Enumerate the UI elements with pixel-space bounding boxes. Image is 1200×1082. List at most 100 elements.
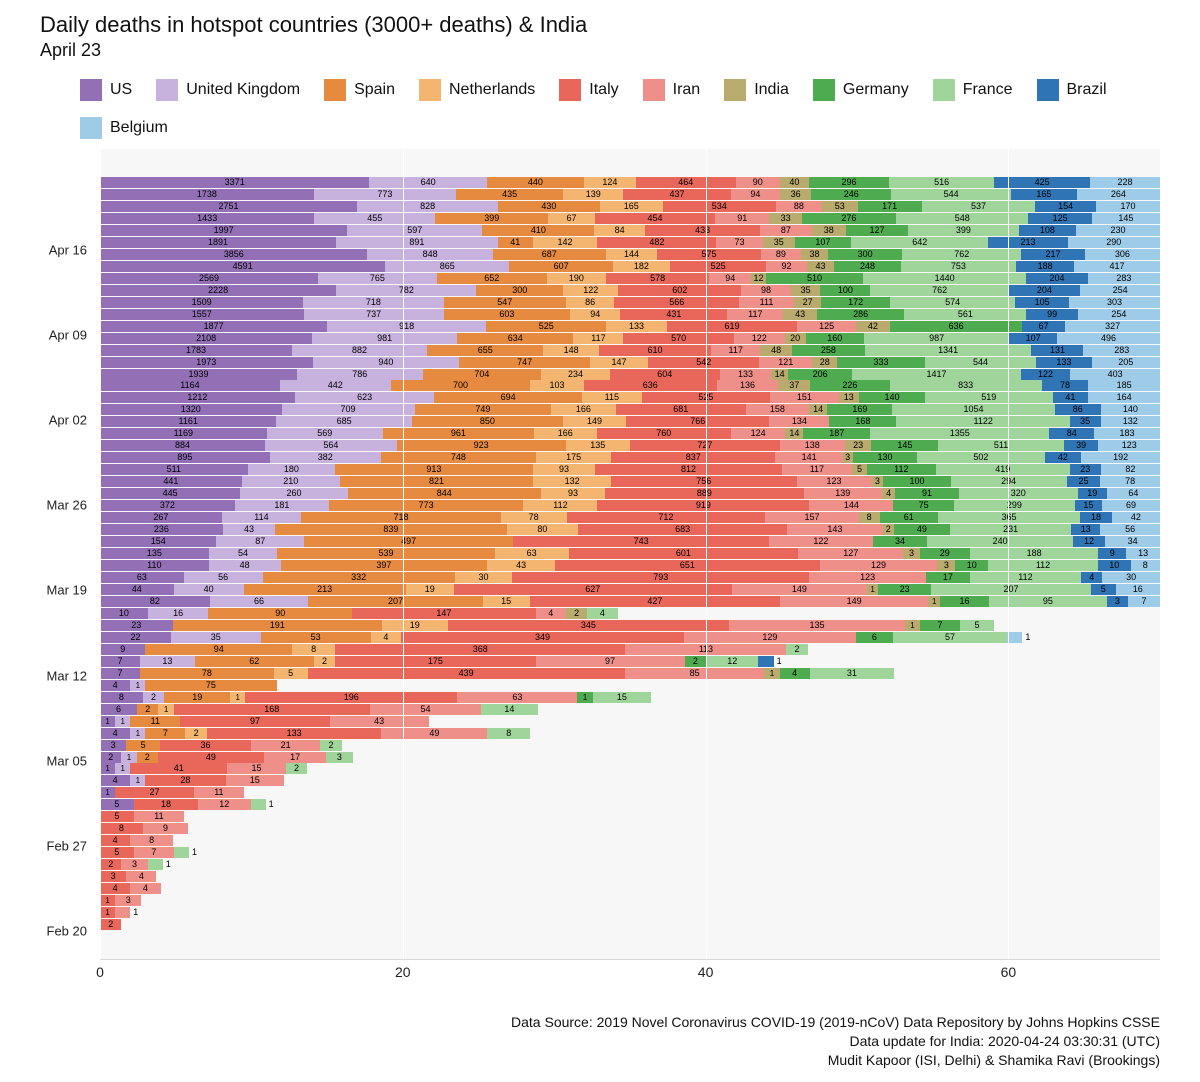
- bar-segment: 94: [145, 644, 292, 655]
- bar-segment: 919: [597, 500, 809, 511]
- bar-value-label: 165: [624, 201, 639, 212]
- bar-segment: 651: [555, 560, 820, 571]
- bar-segment: 117: [782, 464, 853, 475]
- bar-value-label: 566: [669, 297, 684, 308]
- bar-segment: 2: [100, 752, 121, 763]
- bar-segment: 435: [456, 189, 563, 200]
- bar-segment: 125: [797, 321, 856, 332]
- bar-segment: 42: [856, 321, 890, 332]
- bar-segment: 42: [1112, 512, 1160, 523]
- bar-segment: 43: [223, 524, 275, 535]
- bar-value-label: 1: [189, 847, 197, 858]
- bar-segment: 397: [281, 560, 488, 571]
- bar-segment: 7: [100, 656, 140, 667]
- bar-value-label: 8: [867, 512, 872, 523]
- x-tick-label: 20: [395, 964, 411, 980]
- chart-title: Daily deaths in hotspot countries (3000+…: [40, 12, 1160, 38]
- bar-value-label: 511: [167, 464, 181, 475]
- bar-segment: 187: [803, 428, 870, 439]
- bar-value-label: 604: [657, 369, 672, 380]
- bar-value-label: 16: [173, 608, 183, 619]
- bar-segment: 9: [100, 644, 145, 655]
- bar-value-label: 145: [1118, 213, 1133, 224]
- bar-value-label: 961: [451, 428, 466, 439]
- bar-value-label: 20: [790, 333, 800, 344]
- bar-segment: 154: [1035, 201, 1096, 212]
- bar-segment: 21: [251, 740, 320, 751]
- bar-segment: 69: [1102, 500, 1160, 511]
- footer-line1: Data Source: 2019 Novel Coronavirus COVI…: [511, 1013, 1160, 1032]
- bar-value-label: 11: [214, 787, 223, 798]
- bar-value-label: 762: [954, 249, 969, 260]
- bar-segment: 175: [536, 452, 611, 463]
- bar-segment: 165: [600, 201, 663, 212]
- bar-value-label: 90: [753, 177, 763, 188]
- bar-value-label: 92: [782, 261, 792, 272]
- bar-value-label: 940: [378, 357, 393, 368]
- bar-segment: 544: [925, 357, 1037, 368]
- bar-segment: 642: [851, 237, 988, 248]
- bar-segment: 107: [795, 237, 851, 248]
- bar-value-label: 28: [820, 357, 830, 368]
- bar-value-label: 144: [844, 500, 859, 511]
- bar-value-label: 2: [886, 524, 891, 535]
- bar-segment: 17: [926, 572, 969, 583]
- bar-segment: 602: [618, 285, 741, 296]
- bar-row: 6211685414: [100, 704, 1160, 715]
- bar-value-label: 154: [1058, 201, 1073, 212]
- bar-segment: 94: [731, 189, 781, 200]
- bar-value-label: 683: [675, 524, 690, 535]
- bar-segment: 4: [882, 488, 895, 499]
- bar-segment: 1164: [100, 380, 280, 391]
- bar-segment: 19: [164, 692, 230, 703]
- bar-segment: 42: [1045, 452, 1082, 463]
- bar-value-label: 918: [399, 321, 414, 332]
- bar-segment: 56: [184, 572, 263, 583]
- bar-value-label: 9: [1110, 548, 1115, 559]
- bar-segment: 760: [597, 428, 731, 439]
- bars-container: 2111344342315714889511518121127114128151…: [100, 177, 1160, 931]
- x-tick-label: 0: [96, 964, 104, 980]
- bar-segment: 891: [336, 237, 498, 248]
- bar-segment: 961: [383, 428, 534, 439]
- bar-value-label: 4: [113, 835, 118, 846]
- bar-segment: 987: [864, 333, 1009, 344]
- bar-value-label: 264: [1111, 189, 1126, 200]
- bar-segment: 1: [100, 907, 115, 918]
- bar-value-label: 75: [206, 680, 216, 691]
- bar-segment: 14: [771, 369, 788, 380]
- bar-segment: 2: [143, 692, 164, 703]
- bar-value-label: 172: [848, 297, 863, 308]
- bar-value-label: 122: [1038, 369, 1053, 380]
- bar-value-label: 8: [1143, 560, 1148, 571]
- bar-row: 33716404401244649040296516425228: [100, 177, 1160, 188]
- bar-segment: 117: [573, 333, 623, 344]
- bar-segment: 1: [100, 716, 115, 727]
- bar-value-label: 833: [958, 380, 973, 391]
- legend-label: India: [754, 81, 789, 99]
- bar-value-label: 889: [697, 488, 712, 499]
- bar-segment: 4: [126, 871, 156, 882]
- bar-value-label: 454: [647, 213, 662, 224]
- bar-segment: 981: [312, 333, 457, 344]
- bar-segment: 544: [891, 189, 1011, 200]
- bar-segment: 4591: [100, 261, 385, 272]
- bar-segment: 749: [415, 404, 552, 415]
- bar-value-label: 2: [145, 752, 150, 763]
- bar-segment: 564: [265, 440, 397, 451]
- bar-value-label: 765: [370, 273, 385, 284]
- bar-segment: 127: [846, 225, 908, 236]
- bar-row: 1104839743651129310112108: [100, 560, 1160, 571]
- bar-value-label: 5: [288, 668, 293, 679]
- bar-segment: 3: [100, 871, 126, 882]
- bar-segment: 345: [448, 620, 729, 631]
- bar-value-label: 86: [585, 297, 595, 308]
- bar-value-label: 142: [557, 237, 572, 248]
- bar-value-label: 1738: [197, 189, 217, 200]
- bar-row: 44: [100, 883, 1160, 894]
- bar-segment: 5: [100, 811, 134, 822]
- bar-value-label: 3: [944, 560, 949, 571]
- bar-value-label: 8: [506, 728, 511, 739]
- bar-segment: 712: [567, 512, 766, 523]
- bar-value-label: 132: [565, 476, 580, 487]
